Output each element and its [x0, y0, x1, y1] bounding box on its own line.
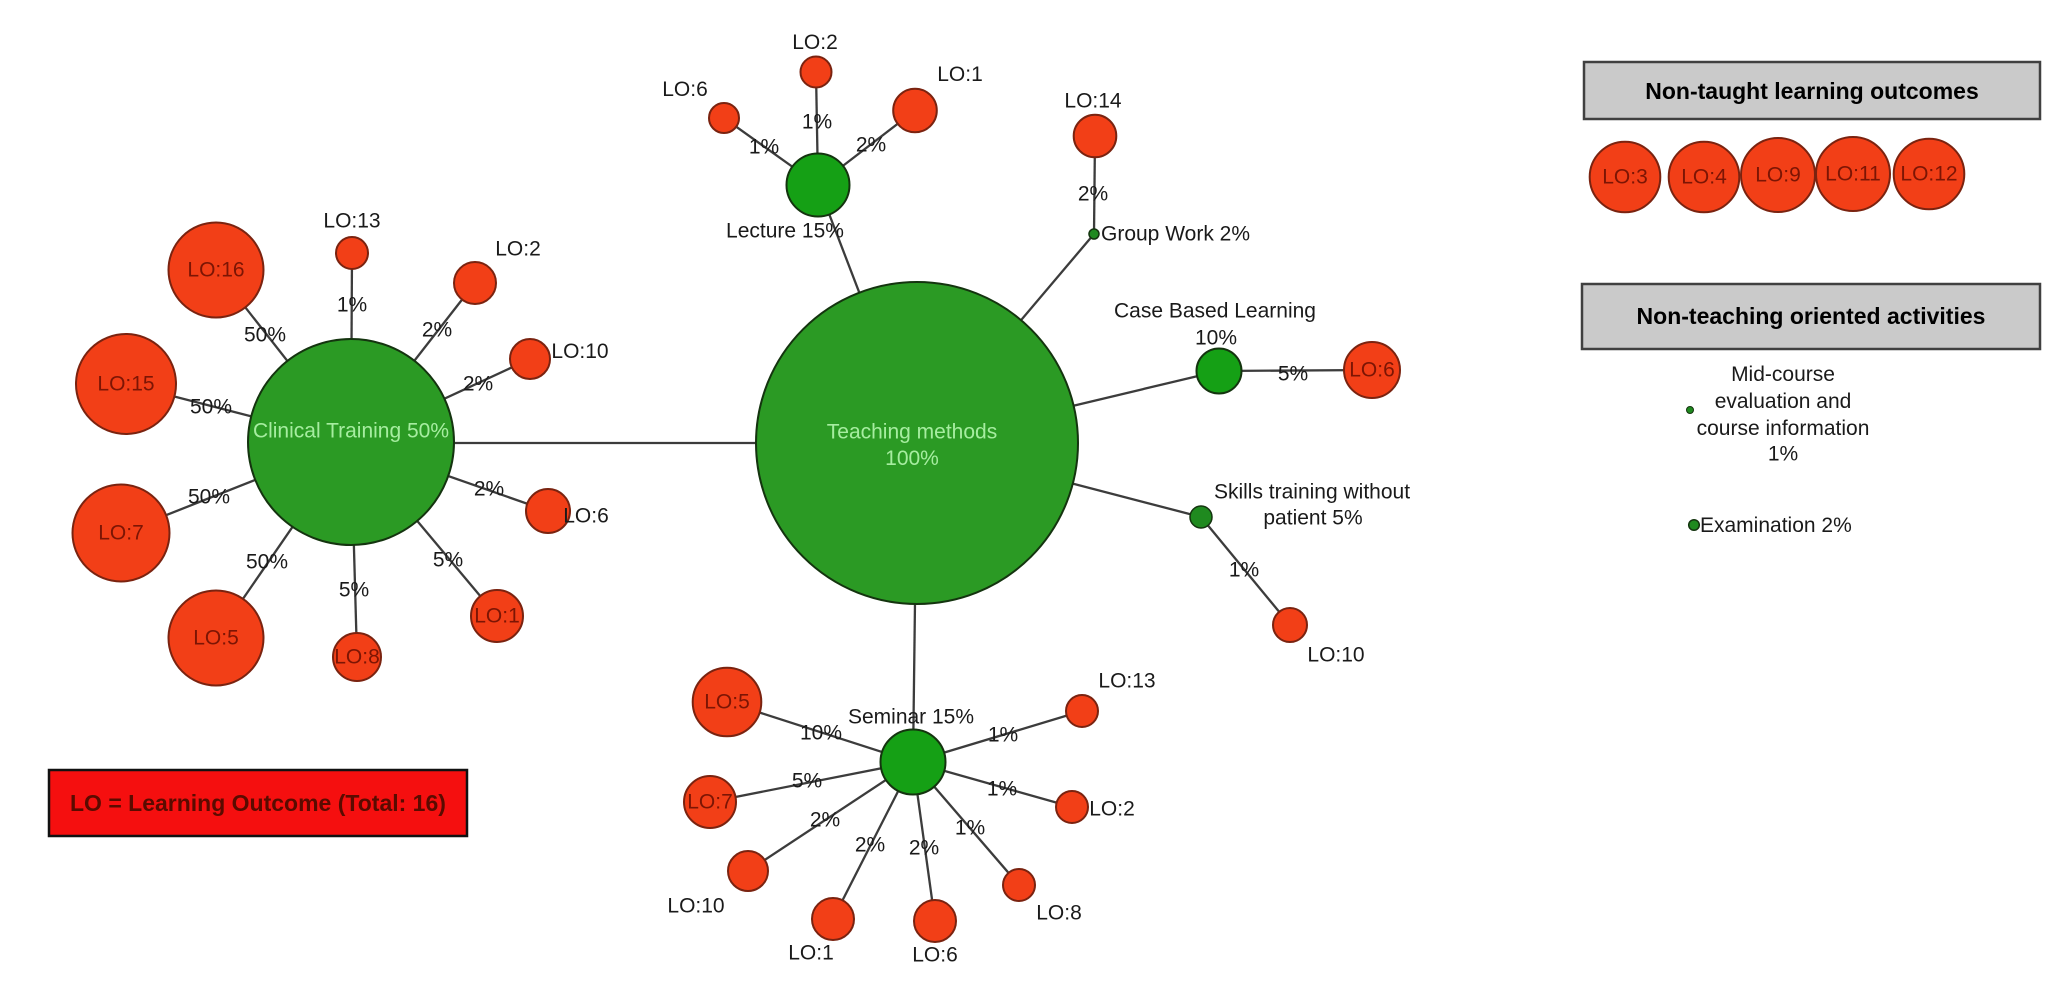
svg-text:50%: 50% — [190, 396, 232, 419]
svg-text:LO:11: LO:11 — [1825, 163, 1881, 186]
svg-text:50%: 50% — [244, 324, 286, 347]
svg-text:patient 5%: patient 5% — [1263, 507, 1362, 530]
svg-text:2%: 2% — [909, 837, 939, 860]
svg-text:1%: 1% — [988, 724, 1018, 747]
svg-text:Non-taught learning outcomes: Non-taught learning outcomes — [1645, 78, 1979, 104]
svg-text:1%: 1% — [1229, 559, 1259, 582]
svg-text:5%: 5% — [433, 549, 463, 572]
svg-text:1%: 1% — [749, 136, 779, 159]
svg-text:LO:10: LO:10 — [551, 340, 608, 363]
svg-text:2%: 2% — [474, 478, 504, 501]
svg-text:LO:1: LO:1 — [788, 942, 834, 965]
svg-text:LO:12: LO:12 — [1900, 163, 1957, 186]
svg-text:LO:7: LO:7 — [98, 522, 144, 545]
svg-text:LO:4: LO:4 — [1681, 166, 1727, 189]
svg-text:LO:16: LO:16 — [187, 259, 244, 282]
svg-text:LO:13: LO:13 — [323, 210, 380, 233]
svg-text:100%: 100% — [885, 447, 939, 470]
svg-text:1%: 1% — [802, 111, 832, 134]
svg-text:LO:5: LO:5 — [193, 627, 239, 650]
svg-text:2%: 2% — [463, 373, 493, 396]
svg-text:LO:3: LO:3 — [1602, 166, 1648, 189]
svg-text:LO:6: LO:6 — [1349, 359, 1395, 382]
svg-text:LO:1: LO:1 — [937, 63, 983, 86]
svg-text:LO:15: LO:15 — [97, 373, 154, 396]
svg-text:1%: 1% — [955, 817, 985, 840]
svg-text:1%: 1% — [337, 294, 367, 317]
svg-text:LO:13: LO:13 — [1098, 670, 1155, 693]
svg-text:evaluation and: evaluation and — [1715, 390, 1852, 413]
svg-text:Seminar 15%: Seminar 15% — [848, 706, 974, 729]
svg-text:Mid-course: Mid-course — [1731, 363, 1835, 386]
svg-text:LO:5: LO:5 — [704, 691, 750, 714]
svg-text:Non-teaching oriented activiti: Non-teaching oriented activities — [1637, 303, 1986, 329]
svg-text:50%: 50% — [188, 486, 230, 509]
svg-text:10%: 10% — [1195, 327, 1237, 350]
svg-text:5%: 5% — [792, 770, 822, 793]
svg-text:5%: 5% — [1278, 363, 1308, 386]
svg-text:2%: 2% — [1078, 183, 1108, 206]
svg-text:LO:1: LO:1 — [474, 605, 520, 628]
svg-text:Group Work 2%: Group Work 2% — [1101, 223, 1250, 246]
svg-text:Skills training without: Skills training without — [1214, 481, 1410, 504]
svg-text:LO:6: LO:6 — [662, 78, 708, 101]
svg-text:2%: 2% — [855, 834, 885, 857]
svg-text:1%: 1% — [987, 778, 1017, 801]
svg-text:LO:9: LO:9 — [1755, 164, 1801, 187]
svg-text:LO:14: LO:14 — [1064, 90, 1122, 113]
svg-text:5%: 5% — [339, 579, 369, 602]
svg-text:LO = Learning Outcome (Total:: LO = Learning Outcome (Total: 16) — [70, 790, 446, 816]
svg-text:Clinical Training 50%: Clinical Training 50% — [253, 420, 449, 443]
svg-text:2%: 2% — [856, 134, 886, 157]
svg-text:LO:2: LO:2 — [1089, 798, 1135, 821]
svg-text:Case Based Learning: Case Based Learning — [1114, 300, 1316, 323]
svg-text:LO:8: LO:8 — [334, 646, 380, 669]
svg-text:LO:10: LO:10 — [667, 895, 724, 918]
svg-text:2%: 2% — [422, 319, 452, 342]
svg-text:LO:10: LO:10 — [1307, 644, 1364, 667]
svg-text:1%: 1% — [1768, 443, 1798, 466]
svg-text:LO:2: LO:2 — [792, 31, 838, 54]
svg-text:50%: 50% — [246, 551, 288, 574]
svg-text:10%: 10% — [800, 722, 842, 745]
svg-text:LO:8: LO:8 — [1036, 902, 1082, 925]
svg-text:LO:6: LO:6 — [912, 944, 958, 967]
svg-text:LO:7: LO:7 — [687, 791, 733, 814]
svg-text:Lecture 15%: Lecture 15% — [726, 220, 844, 243]
svg-text:course information: course information — [1697, 417, 1870, 440]
svg-text:2%: 2% — [810, 809, 840, 832]
svg-text:LO:2: LO:2 — [495, 238, 541, 261]
svg-text:Examination 2%: Examination 2% — [1700, 514, 1852, 537]
svg-text:Teaching methods: Teaching methods — [827, 421, 997, 444]
svg-text:LO:6: LO:6 — [563, 505, 609, 528]
